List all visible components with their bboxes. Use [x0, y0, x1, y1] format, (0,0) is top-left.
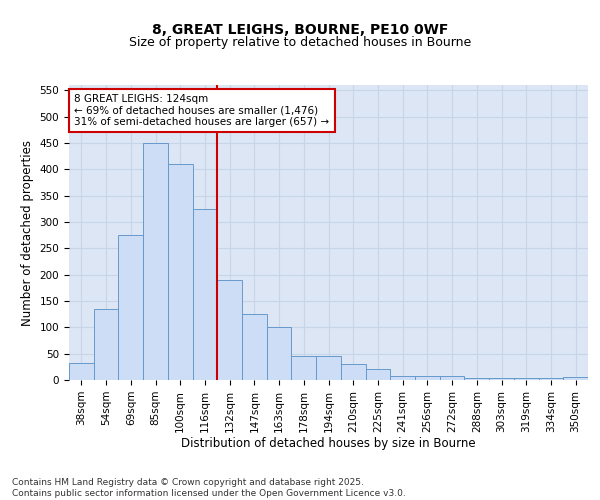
Bar: [390, 376, 415, 380]
Bar: [514, 378, 539, 380]
Bar: [341, 364, 365, 380]
Bar: [292, 356, 316, 380]
Bar: [143, 143, 168, 380]
Bar: [69, 362, 94, 380]
X-axis label: Distribution of detached houses by size in Bourne: Distribution of detached houses by size …: [181, 438, 476, 450]
Bar: [415, 376, 440, 380]
Bar: [267, 328, 292, 380]
Bar: [365, 370, 390, 380]
Bar: [168, 164, 193, 380]
Bar: [539, 378, 563, 380]
Bar: [316, 356, 341, 380]
Bar: [118, 235, 143, 380]
Bar: [217, 280, 242, 380]
Bar: [193, 209, 217, 380]
Text: 8 GREAT LEIGHS: 124sqm
← 69% of detached houses are smaller (1,476)
31% of semi-: 8 GREAT LEIGHS: 124sqm ← 69% of detached…: [74, 94, 329, 127]
Bar: [464, 378, 489, 380]
Bar: [489, 378, 514, 380]
Text: Contains HM Land Registry data © Crown copyright and database right 2025.
Contai: Contains HM Land Registry data © Crown c…: [12, 478, 406, 498]
Text: 8, GREAT LEIGHS, BOURNE, PE10 0WF: 8, GREAT LEIGHS, BOURNE, PE10 0WF: [152, 22, 448, 36]
Bar: [94, 309, 118, 380]
Bar: [563, 378, 588, 380]
Bar: [440, 376, 464, 380]
Bar: [242, 314, 267, 380]
Text: Size of property relative to detached houses in Bourne: Size of property relative to detached ho…: [129, 36, 471, 49]
Y-axis label: Number of detached properties: Number of detached properties: [21, 140, 34, 326]
